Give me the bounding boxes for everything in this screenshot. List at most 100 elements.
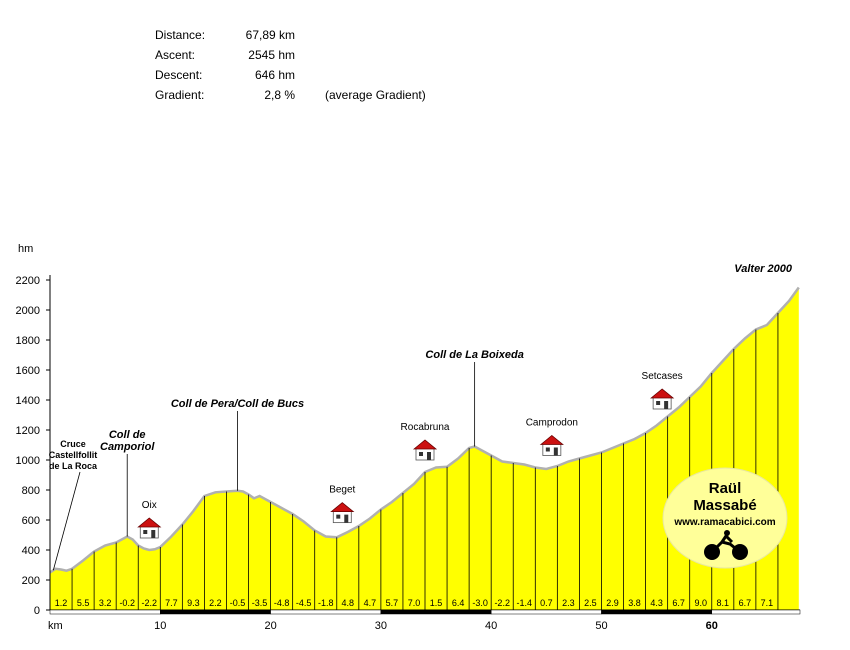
segment-gradient-label: 2.5 xyxy=(584,598,597,608)
segment-gradient-label: -0.2 xyxy=(119,598,135,608)
village-label: Rocabruna xyxy=(401,422,450,433)
segment-gradient-label: 1.5 xyxy=(430,598,443,608)
segment-gradient-label: -1.4 xyxy=(517,598,533,608)
y-tick-label: 0 xyxy=(34,605,40,617)
segment-gradient-label: -3.5 xyxy=(252,598,268,608)
axis-layer: hm km 1.2 5.5 3.2 -0.2 -2.2 7.7 9.3 2.2 -0.5 -3.5… xyxy=(16,243,801,632)
segment-gradient-label: 0.7 xyxy=(540,598,553,608)
x-tick-label: 40 xyxy=(485,620,497,632)
annotation-label: Cruce xyxy=(60,439,86,449)
segment-gradient-label: -4.8 xyxy=(274,598,290,608)
house-roof xyxy=(650,388,675,399)
y-tick-label: 600 xyxy=(22,515,40,527)
km-scale-band xyxy=(270,609,382,615)
stat-value: 2,8 % xyxy=(264,88,295,102)
stat-value: 646 hm xyxy=(254,68,295,82)
stat-label: Distance: xyxy=(155,28,206,42)
village-house-icon xyxy=(330,502,355,524)
logo-url: www.ramacabici.com xyxy=(673,517,775,528)
logo-line1: Raül xyxy=(709,480,742,497)
house-roof xyxy=(330,502,355,513)
segment-gradient-label: 5.5 xyxy=(77,598,90,608)
km-scale-band xyxy=(490,609,602,615)
km-scale-band xyxy=(601,609,713,615)
km-scale-band xyxy=(711,609,801,615)
house-wall xyxy=(332,510,352,524)
village-house-icon xyxy=(137,517,162,539)
segment-gradient-label: 3.8 xyxy=(628,598,641,608)
segment-gradient-label: -0.5 xyxy=(230,598,246,608)
segment-gradient-label: 7.1 xyxy=(761,598,774,608)
annotation-label: Coll de Pera/Coll de Bucs xyxy=(171,398,304,410)
y-tick-label: 400 xyxy=(22,545,40,557)
house-window xyxy=(143,530,148,534)
house-wall xyxy=(542,443,562,456)
village-house-icon xyxy=(412,439,438,461)
x-axis-label: km xyxy=(48,620,63,632)
y-axis-label: hm xyxy=(18,243,33,255)
segment-gradient-label: 8.1 xyxy=(717,598,730,608)
y-tick-label: 1800 xyxy=(16,335,40,347)
segment-gradient-label: 7.0 xyxy=(408,598,421,608)
annotation-label: Coll de La Boixeda xyxy=(425,349,523,361)
house-wall xyxy=(139,525,159,539)
segment-gradient-label: 2.3 xyxy=(562,598,575,608)
profile-outline xyxy=(49,286,800,574)
segment-gradient-label: 4.8 xyxy=(342,598,355,608)
house-door xyxy=(344,514,349,523)
y-tick-label: 1200 xyxy=(16,425,40,437)
segment-gradient-label: 6.4 xyxy=(452,598,465,608)
segment-gradient-label: 4.3 xyxy=(650,598,663,608)
y-tick-label: 2200 xyxy=(16,275,40,287)
annotation-label: de La Roca xyxy=(49,461,98,471)
y-tick-label: 200 xyxy=(22,575,40,587)
segment-gradient-label: -2.2 xyxy=(142,598,158,608)
stat-label: Descent: xyxy=(155,68,203,82)
segment-gradient-label: 1.2 xyxy=(55,598,68,608)
x-tick-label: 30 xyxy=(375,620,387,632)
x-tick-label: 50 xyxy=(595,620,607,632)
km-scale-band xyxy=(49,609,161,615)
x-tick-label: 20 xyxy=(264,620,276,632)
segment-gradient-label: 4.7 xyxy=(364,598,377,608)
stat-value: 2545 hm xyxy=(248,48,295,62)
stat-value: 67,89 km xyxy=(245,28,295,42)
y-tick-label: 2000 xyxy=(16,305,40,317)
segment-gradient-label: 7.7 xyxy=(165,598,178,608)
logo-ellipse xyxy=(662,467,788,569)
km-scale-band xyxy=(160,609,271,615)
house-window xyxy=(336,514,341,519)
segment-gradient-label: -1.8 xyxy=(318,598,334,608)
segment-gradient-label: -3.0 xyxy=(472,598,488,608)
village-house-icon xyxy=(650,388,675,410)
annotation-label: Valter 2000 xyxy=(734,263,793,275)
house-wall xyxy=(415,447,435,461)
segment-gradient-label: 5.7 xyxy=(386,598,399,608)
annotation-label: Castellfollit xyxy=(49,450,98,460)
y-tick-label: 800 xyxy=(22,485,40,497)
km-scale-band xyxy=(380,609,492,615)
village-label: Camprodon xyxy=(526,418,578,429)
segment-gradient-label: 9.0 xyxy=(694,598,707,608)
stat-label: Gradient: xyxy=(155,88,205,102)
house-window xyxy=(419,452,423,456)
house-window xyxy=(545,447,550,452)
stat-label: Ascent: xyxy=(155,48,196,62)
house-door xyxy=(151,530,156,538)
x-tick-label: 10 xyxy=(154,620,166,632)
segment-gradient-label: 6.7 xyxy=(739,598,752,608)
segment-gradient-label: 2.9 xyxy=(606,598,619,608)
village-label: Oix xyxy=(142,500,157,511)
village-label: Beget xyxy=(329,485,355,496)
profile-area xyxy=(50,287,799,610)
segment-gradient-label: 9.3 xyxy=(187,598,200,608)
house-roof xyxy=(137,517,162,528)
segment-gradient-label: -2.2 xyxy=(494,598,510,608)
segment-gradient-label: -4.5 xyxy=(296,598,312,608)
y-tick-label: 1400 xyxy=(16,395,40,407)
village-label: Setcases xyxy=(642,371,683,382)
house-door xyxy=(427,452,431,460)
stat-note: (average Gradient) xyxy=(325,88,426,102)
